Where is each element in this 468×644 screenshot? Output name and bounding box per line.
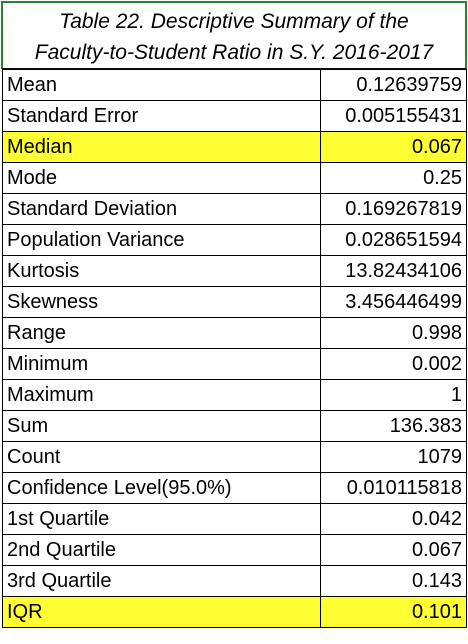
stat-label-cell: Standard Error [2,100,321,132]
stat-value-cell: 0.998 [320,317,467,349]
stat-label-cell: Maximum [2,379,321,411]
stat-value-cell: 0.169267819 [320,193,467,225]
stat-value-cell: 0.010115818 [320,472,467,504]
table-row: Population Variance 0.028651594 [2,224,467,256]
table-row: Kurtosis 13.82434106 [2,255,467,287]
table-row: Standard Error 0.005155431 [2,100,467,132]
table-row: 1st Quartile 0.042 [2,503,467,535]
stat-label-cell: 2nd Quartile [2,534,321,566]
stat-value-cell: 0.067 [320,534,467,566]
stat-label-cell: Confidence Level(95.0%) [2,472,321,504]
stat-value-cell: 0.005155431 [320,100,467,132]
stat-value-cell: 1079 [320,441,467,473]
table-row: Standard Deviation 0.169267819 [2,193,467,225]
stat-value-cell: 0.002 [320,348,467,380]
table-title-line-1: Table 22. Descriptive Summary of the [59,10,409,33]
stat-value-cell: 136.383 [320,410,467,442]
stat-value-cell: 0.12639759 [320,69,467,101]
table-title: Table 22. Descriptive Summary of the Fac… [1,1,467,69]
stat-label-cell: Mode [2,162,321,194]
table-row: IQR 0.101 [2,596,467,628]
stat-value-cell: 3.456446499 [320,286,467,318]
stat-value-cell: 13.82434106 [320,255,467,287]
stat-value-cell: 0.25 [320,162,467,194]
table-row: Count 1079 [2,441,467,473]
table-row: Minimum 0.002 [2,348,467,380]
stat-label-cell: 3rd Quartile [2,565,321,597]
table-row: Mean 0.12639759 [2,69,467,101]
table-row: Median 0.067 [2,131,467,163]
stat-value-cell: 0.042 [320,503,467,535]
descriptive-stats-table: Mean 0.12639759 Standard Error 0.005155431 M… [2,69,467,628]
stat-label-cell: Skewness [2,286,321,318]
stat-label-cell: Range [2,317,321,349]
stat-label-cell: Mean [2,69,321,101]
stat-label-cell: IQR [2,596,321,628]
stat-value-cell: 0.143 [320,565,467,597]
table-row: Range 0.998 [2,317,467,349]
stat-label-cell: Minimum [2,348,321,380]
stat-label-cell: Sum [2,410,321,442]
stat-label-cell: Standard Deviation [2,193,321,225]
table-row: 2nd Quartile 0.067 [2,534,467,566]
stat-label-cell: Population Variance [2,224,321,256]
stat-value-cell: 0.101 [320,596,467,628]
table-row: Sum 136.383 [2,410,467,442]
stat-value-cell: 0.028651594 [320,224,467,256]
stat-value-cell: 0.067 [320,131,467,163]
stat-label-cell: Count [2,441,321,473]
table-row: Mode 0.25 [2,162,467,194]
stat-label-cell: Kurtosis [2,255,321,287]
table-row: Confidence Level(95.0%) 0.010115818 [2,472,467,504]
table-row: 3rd Quartile 0.143 [2,565,467,597]
stats-table-body: Mean 0.12639759 Standard Error 0.005155431 M… [2,69,467,628]
table-row: Skewness 3.456446499 [2,286,467,318]
stat-label-cell: Median [2,131,321,163]
table-row: Maximum 1 [2,379,467,411]
stat-value-cell: 1 [320,379,467,411]
table-title-line-2: Faculty-to-Student Ratio in S.Y. 2016-20… [34,41,434,64]
stat-label-cell: 1st Quartile [2,503,321,535]
